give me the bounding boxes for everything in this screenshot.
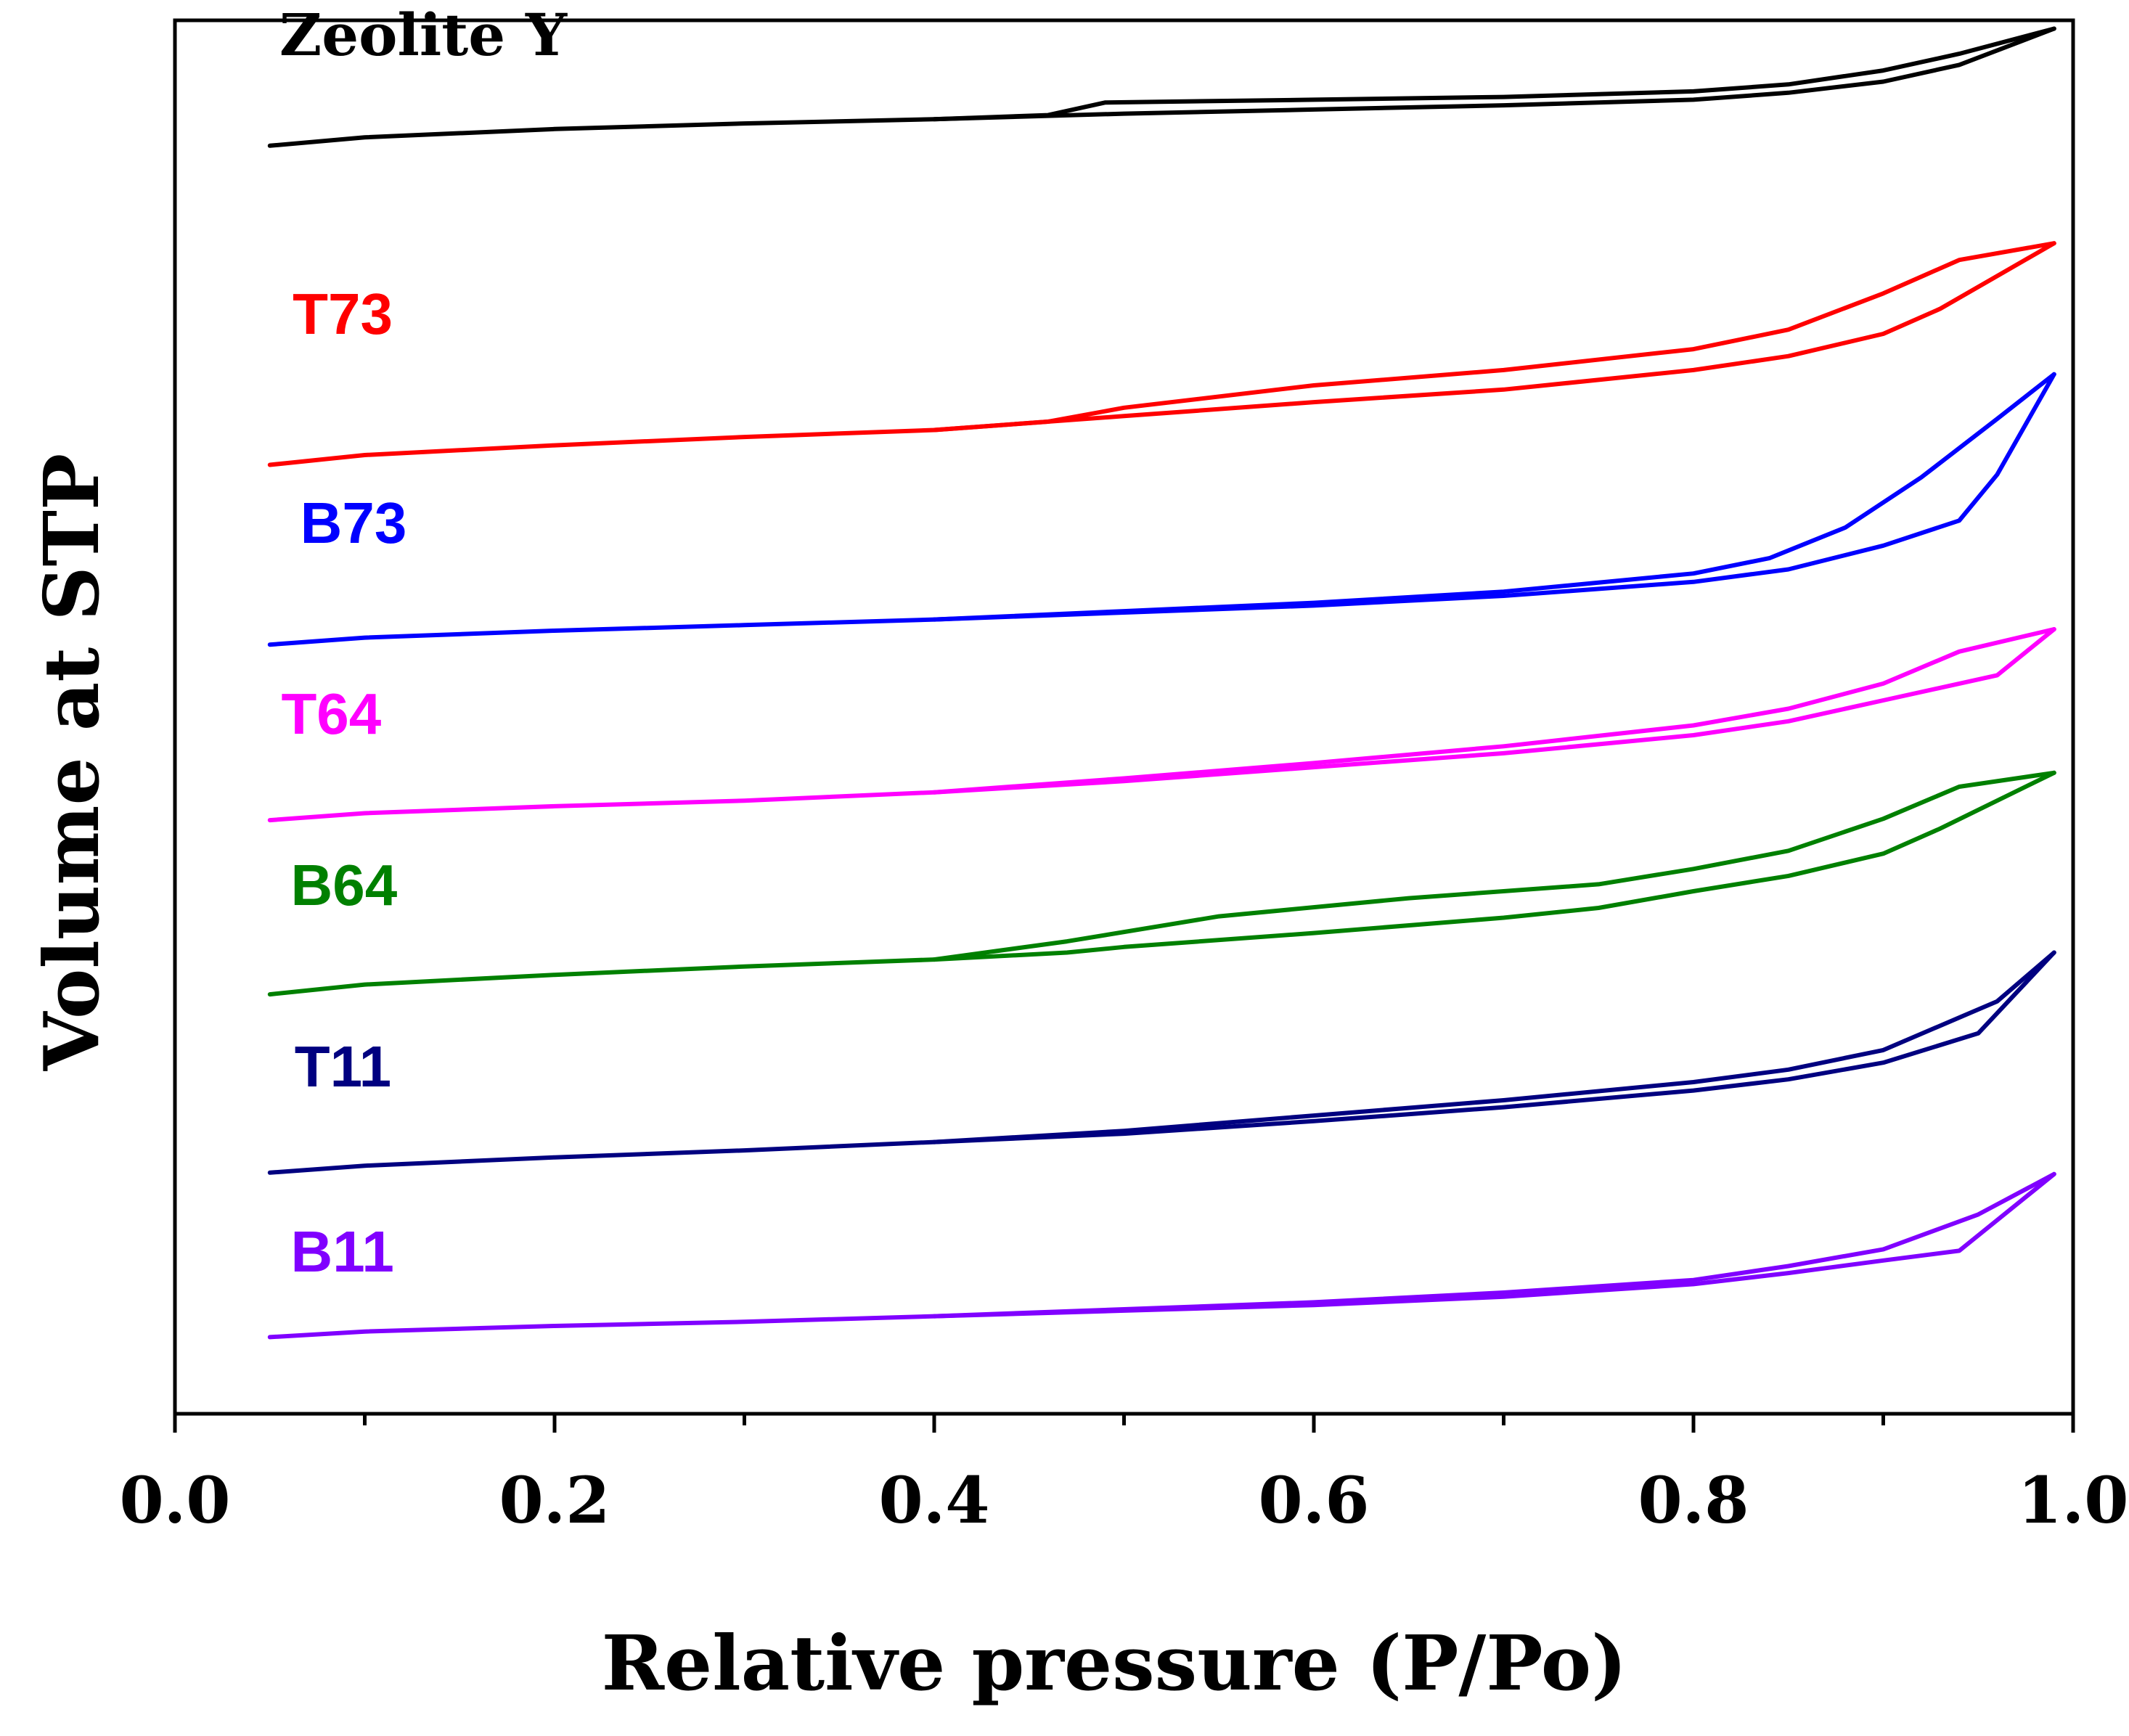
series-label: T73 <box>293 282 393 346</box>
desorption-branch <box>932 241 2056 433</box>
adsorption-branch <box>267 241 2056 467</box>
series-b11: B11 <box>267 1171 2056 1340</box>
series-label: Zeolite Y <box>279 1 568 69</box>
x-tick-label: 0.8 <box>1638 1462 1749 1538</box>
series-t64: T64 <box>267 627 2056 823</box>
desorption-branch <box>932 372 2056 622</box>
desorption-branch <box>932 26 2056 122</box>
x-tick-label: 0.4 <box>878 1462 989 1538</box>
desorption-branch <box>932 1171 2056 1319</box>
series-label: T11 <box>295 1034 391 1099</box>
x-tick-label: 0.2 <box>499 1462 610 1538</box>
x-tick-label: 0.0 <box>119 1462 230 1538</box>
adsorption-branch <box>267 627 2056 823</box>
desorption-branch <box>932 950 2056 1145</box>
desorption-branch <box>932 627 2056 795</box>
adsorption-branch <box>267 950 2056 1175</box>
adsorption-branch <box>267 770 2056 997</box>
series-b64: B64 <box>267 770 2056 997</box>
axes: 0.0 0.2 0.4 0.6 0.8 1.0 <box>119 18 2129 1538</box>
series-label: B11 <box>291 1219 394 1284</box>
series-t11: T11 <box>267 950 2056 1175</box>
series-t73: T73 <box>267 241 2056 467</box>
adsorption-branch <box>267 372 2056 647</box>
series-b73: B73 <box>267 372 2056 647</box>
series-label: B64 <box>291 853 398 917</box>
plot-area: Zeolite Y T73 B73 T64 B64 T11 B11 <box>267 1 2056 1340</box>
x-axis-title: Relative pressure (P/Po) <box>602 1618 1627 1708</box>
series-label: T64 <box>281 681 381 746</box>
adsorption-branch <box>267 1171 2056 1340</box>
plot-frame <box>173 18 2075 1416</box>
y-axis-title: Volume at STP <box>27 454 116 1071</box>
x-tick-label: 0.6 <box>1258 1462 1369 1538</box>
desorption-branch <box>932 770 2056 962</box>
x-tick-label: 1.0 <box>2017 1462 2128 1538</box>
adsorption-branch <box>267 26 2056 148</box>
series-label: B73 <box>301 491 407 555</box>
series-zeolite-y: Zeolite Y <box>267 1 2056 148</box>
